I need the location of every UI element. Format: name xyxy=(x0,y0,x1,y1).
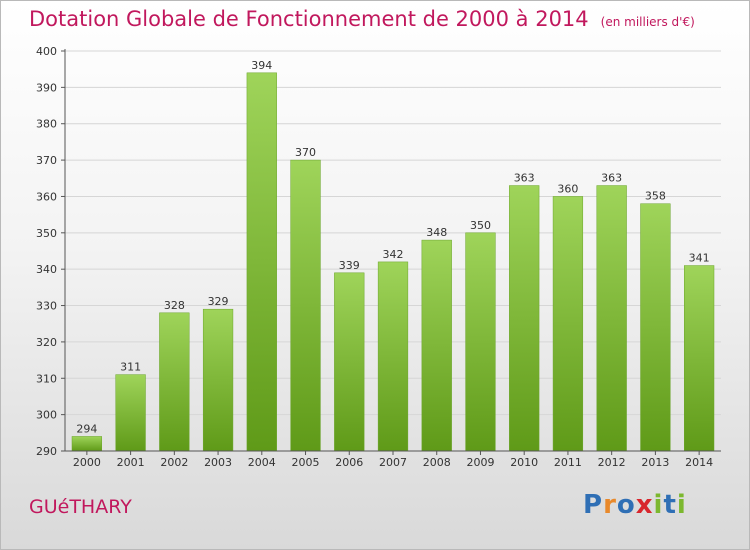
x-tick-label: 2011 xyxy=(554,456,582,469)
data-label: 328 xyxy=(164,299,185,312)
y-tick-label: 330 xyxy=(36,300,57,313)
x-tick-label: 2000 xyxy=(73,456,101,469)
y-tick-label: 370 xyxy=(36,154,57,167)
bar-2013 xyxy=(640,203,671,452)
proxiti-logo: Proxiti xyxy=(583,490,687,520)
y-tick-label: 400 xyxy=(36,45,57,58)
logo-letter: x xyxy=(635,490,654,520)
data-label: 294 xyxy=(76,422,97,435)
data-label: 350 xyxy=(470,219,491,232)
data-label: 342 xyxy=(383,248,404,261)
x-tick-label: 2001 xyxy=(117,456,145,469)
bar-2007 xyxy=(377,261,409,452)
logo-letter: i xyxy=(676,490,687,520)
x-tick-label: 2009 xyxy=(466,456,494,469)
x-tick-label: 2007 xyxy=(379,456,407,469)
bar-2012 xyxy=(596,185,627,452)
bar-2008 xyxy=(421,239,452,452)
data-label: 341 xyxy=(689,252,710,265)
bar-2009 xyxy=(465,232,496,452)
y-tick-label: 290 xyxy=(36,445,57,458)
x-tick-label: 2006 xyxy=(335,456,363,469)
y-tick-label: 310 xyxy=(36,372,57,385)
x-tick-label: 2005 xyxy=(292,456,320,469)
x-tick-label: 2004 xyxy=(248,456,276,469)
bar-2011 xyxy=(552,196,584,452)
bar-2010 xyxy=(509,185,540,452)
x-tick-label: 2014 xyxy=(685,456,713,469)
y-tick-label: 360 xyxy=(36,190,57,203)
x-tick-label: 2008 xyxy=(423,456,451,469)
chart-title: Dotation Globale de Fonctionnement de 20… xyxy=(29,7,589,31)
y-tick-label: 350 xyxy=(36,227,57,240)
bar-2000 xyxy=(71,436,102,452)
logo-letter: r xyxy=(603,490,617,520)
data-label: 358 xyxy=(645,190,666,203)
bar-2005 xyxy=(290,159,321,452)
y-tick-label: 380 xyxy=(36,118,57,131)
data-label: 360 xyxy=(557,182,578,195)
chart-title-block: Dotation Globale de Fonctionnement de 20… xyxy=(29,7,695,31)
commune-name: GUéTHARY xyxy=(29,496,132,518)
axes: 290 300 310 320 330 340 350 360 370 380 390 400 2000… xyxy=(36,45,721,469)
data-labels: 294 311 328 329 394 370 339 342 348 350 363 360 363 3… xyxy=(76,59,709,436)
y-tick-label: 390 xyxy=(36,81,57,94)
x-tick-label: 2013 xyxy=(641,456,669,469)
data-label: 329 xyxy=(208,295,229,308)
data-label: 363 xyxy=(601,172,622,185)
x-tick-label: 2010 xyxy=(510,456,538,469)
data-label: 311 xyxy=(120,361,141,374)
chart-unit-note: (en milliers d'€) xyxy=(600,15,695,29)
x-tick-label: 2002 xyxy=(160,456,188,469)
x-tick-label: 2003 xyxy=(204,456,232,469)
bar-2004 xyxy=(246,72,277,452)
bar-2003 xyxy=(202,308,234,452)
data-label: 370 xyxy=(295,146,316,159)
x-tick-label: 2012 xyxy=(598,456,626,469)
logo-letter: i xyxy=(653,490,664,520)
bars xyxy=(71,72,715,452)
logo-letter: P xyxy=(583,490,604,520)
bar-2014 xyxy=(684,265,715,452)
y-tick-label: 320 xyxy=(36,336,57,349)
data-label: 339 xyxy=(339,259,360,272)
logo-letter: o xyxy=(616,490,636,520)
y-tick-label: 340 xyxy=(36,263,57,276)
bar-2001 xyxy=(115,374,146,452)
bar-2002 xyxy=(159,312,190,452)
data-label: 363 xyxy=(514,172,535,185)
logo-letter: t xyxy=(663,490,677,520)
bar-2006 xyxy=(334,272,365,452)
data-label: 394 xyxy=(251,59,272,72)
y-tick-label: 300 xyxy=(36,409,57,422)
data-label: 348 xyxy=(426,226,447,239)
